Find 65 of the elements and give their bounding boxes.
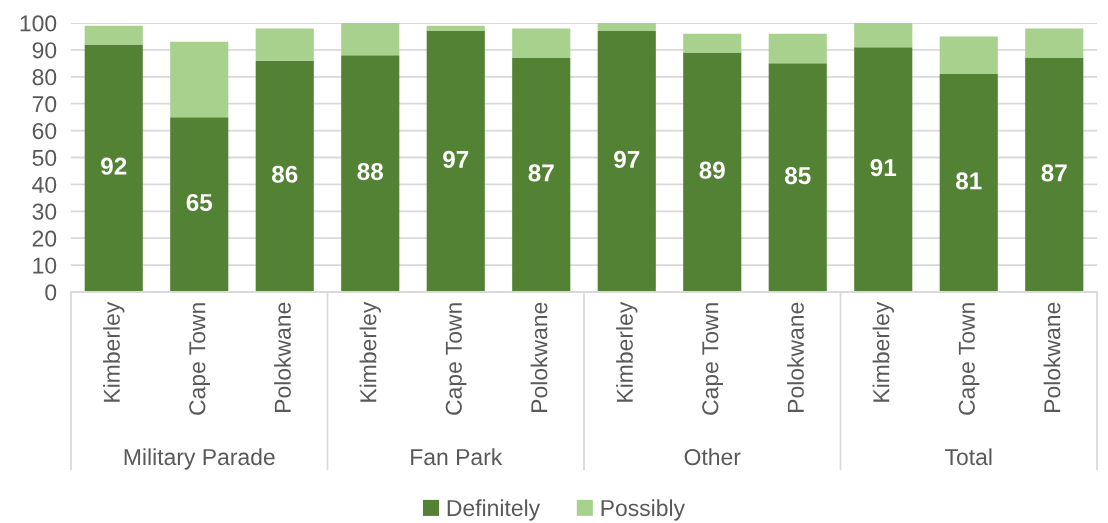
x-tick-label: Kimberley bbox=[103, 301, 125, 402]
x-tick-label: Cape Town bbox=[702, 303, 723, 415]
y-tick-label: 90 bbox=[32, 42, 57, 59]
x-tick-label: Polokwane bbox=[787, 302, 804, 412]
data-label: 91 bbox=[870, 158, 897, 177]
y-tick-label: 20 bbox=[32, 230, 57, 247]
x-tick-label: Kimberley bbox=[359, 301, 381, 402]
bar bbox=[426, 25, 485, 32]
legend-label: Definitely bbox=[447, 499, 541, 521]
text: Fan Park bbox=[411, 448, 503, 466]
text: Other bbox=[684, 448, 741, 466]
x-tick-label: Kimberley bbox=[616, 301, 638, 402]
x-tick-label: Cape Town bbox=[445, 303, 467, 415]
bar bbox=[512, 57, 571, 292]
bar bbox=[854, 23, 913, 48]
bar bbox=[1025, 57, 1084, 292]
y-tick-label: 0 bbox=[45, 284, 57, 301]
bar bbox=[255, 60, 314, 292]
bar bbox=[512, 28, 571, 58]
y-tick-label: 70 bbox=[32, 96, 57, 113]
y-tick-label: 60 bbox=[32, 122, 57, 140]
bar bbox=[768, 33, 827, 64]
x-tick-label: Cape Town bbox=[189, 303, 210, 415]
bar bbox=[768, 63, 827, 292]
bar bbox=[597, 23, 656, 32]
bar bbox=[84, 44, 143, 292]
data-label: 89 bbox=[699, 161, 725, 179]
x-tick-label: Kimberley bbox=[872, 301, 894, 402]
data-label: 92 bbox=[101, 157, 127, 175]
y-tick-label: 10 bbox=[33, 257, 57, 274]
data-label: 81 bbox=[956, 172, 982, 190]
data-label: 85 bbox=[785, 166, 811, 185]
bar bbox=[683, 52, 742, 292]
x-tick-label: Cape Town bbox=[958, 303, 980, 415]
bar bbox=[170, 41, 229, 118]
bar bbox=[341, 23, 400, 56]
bar bbox=[84, 25, 143, 45]
data-label: 88 bbox=[357, 162, 384, 181]
bar bbox=[597, 31, 656, 292]
bar bbox=[939, 36, 998, 75]
text: Total bbox=[945, 448, 992, 466]
data-label: 87 bbox=[1041, 164, 1067, 182]
bar bbox=[683, 33, 742, 53]
legend-label: Possibly bbox=[601, 499, 685, 521]
bar bbox=[939, 74, 998, 292]
bar bbox=[170, 117, 229, 292]
text: Military Parade bbox=[124, 448, 275, 470]
bar bbox=[341, 55, 400, 292]
data-label: 97 bbox=[614, 150, 640, 169]
bar bbox=[1025, 28, 1084, 58]
data-label: 97 bbox=[443, 150, 469, 169]
y-tick-label: 30 bbox=[32, 203, 57, 220]
y-tick-label: 100 bbox=[20, 15, 57, 32]
data-label: 87 bbox=[528, 164, 554, 182]
x-tick-label: Polokwane bbox=[274, 302, 291, 412]
x-tick-label: Polokwane bbox=[530, 302, 548, 412]
y-tick-label: 80 bbox=[32, 69, 57, 86]
y-tick-label: 50 bbox=[32, 149, 57, 167]
bar bbox=[255, 28, 314, 61]
bar bbox=[426, 31, 485, 292]
bar bbox=[854, 47, 913, 292]
data-label: 65 bbox=[186, 193, 213, 212]
y-tick-label: 40 bbox=[32, 176, 57, 193]
x-tick-label: Polokwane bbox=[1043, 302, 1061, 412]
data-label: 86 bbox=[272, 165, 298, 183]
